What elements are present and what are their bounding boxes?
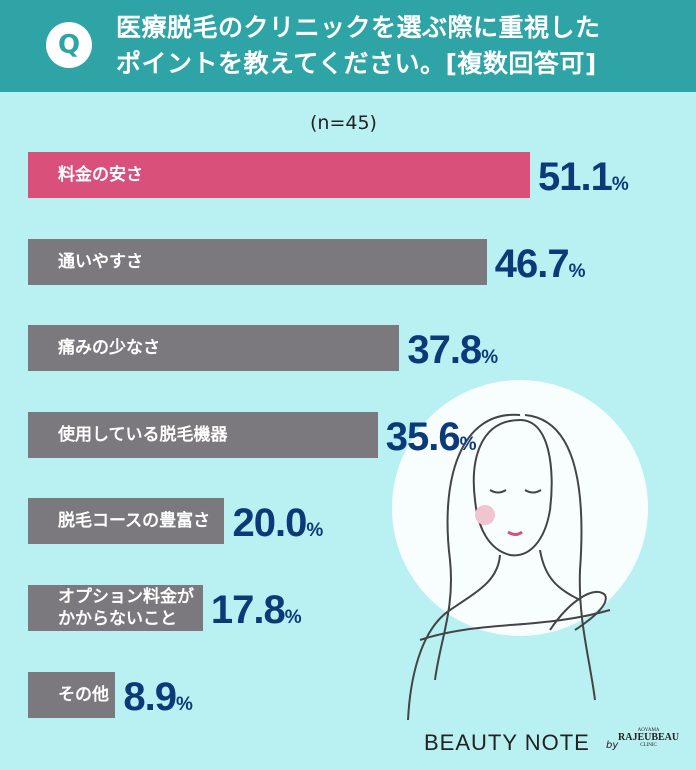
clinic-logo: AOYAMA RAJEUBEAU CLINIC — [618, 728, 679, 748]
value-label: 35.6% — [385, 412, 477, 459]
category-label: 痛みの少なさ — [58, 338, 160, 359]
bar — [28, 152, 530, 198]
value-number: 8.9 — [123, 674, 177, 719]
bar — [28, 585, 203, 631]
value-unit: % — [459, 433, 477, 455]
clinic-top: AOYAMA — [637, 728, 660, 733]
illustration — [392, 380, 648, 720]
value-unit: % — [306, 520, 324, 542]
brand: BEAUTY NOTE — [424, 730, 590, 755]
value-number: 17.8 — [210, 588, 286, 632]
value-unit: % — [611, 174, 629, 195]
value-label: 17.8% — [210, 585, 302, 632]
chart-title: 医療脱毛のクリニックを選ぶ際に重視した ポイントを教えてください。[複数回答可] — [116, 13, 601, 78]
value-label: 37.8% — [407, 325, 499, 373]
brand-by: by — [606, 740, 619, 751]
bar — [28, 238, 487, 285]
bar — [28, 671, 116, 718]
bar — [28, 325, 400, 372]
category-label: オプション料金が かからないこと — [58, 587, 194, 629]
category-label: 通いやすさ — [58, 251, 143, 272]
bar — [28, 498, 225, 545]
value-label: 46.7% — [494, 239, 586, 286]
sample-size: (n=45) — [310, 112, 377, 134]
value-number: 35.6 — [385, 414, 461, 459]
value-number: 46.7 — [494, 241, 570, 286]
header-band — [0, 0, 696, 92]
value-unit: % — [568, 260, 586, 282]
clinic-name: RAJEUBEAU — [618, 732, 680, 743]
value-number: 37.8 — [407, 328, 482, 373]
value-label: 8.9% — [123, 672, 193, 719]
category-label: 使用している脱毛機器 — [58, 424, 228, 445]
value-unit: % — [481, 347, 499, 369]
clinic-bottom: CLINIC — [640, 743, 657, 748]
value-unit: % — [284, 607, 302, 628]
value-label: 20.0% — [232, 498, 324, 546]
value-number: 51.1 — [538, 155, 613, 199]
category-label: その他 — [58, 684, 109, 705]
bar — [28, 411, 378, 458]
value-unit: % — [176, 693, 193, 715]
q-badge: Q — [46, 22, 92, 68]
category-label: 料金の安さ — [58, 165, 143, 185]
value-label: 51.1% — [538, 152, 629, 199]
category-label: 脱毛コースの豊富さ — [58, 511, 211, 532]
value-number: 20.0 — [232, 501, 307, 546]
